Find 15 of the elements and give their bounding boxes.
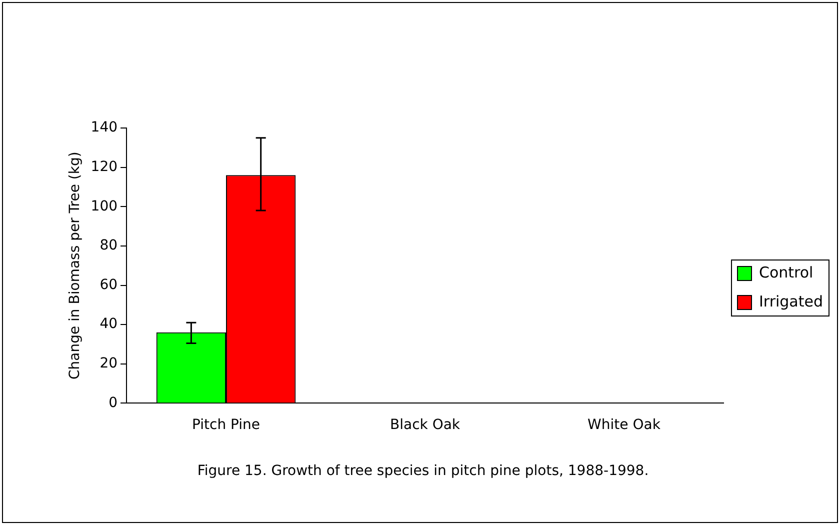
y-tick-label: 20 <box>100 356 118 372</box>
y-tick-label: 100 <box>90 198 118 214</box>
y-tick-label: 60 <box>100 276 118 293</box>
y-axis-title: Change in Biomass per Tree (kg) <box>67 152 84 380</box>
y-tick-label: 40 <box>100 316 118 332</box>
x-tick-label: Black Oak <box>390 417 461 434</box>
legend-label: Irrigated <box>758 292 824 310</box>
y-tick-label: 0 <box>108 394 118 411</box>
text: Figure 15. Growth of tree species in pitch pine plots, 1988-1998. <box>196 462 650 481</box>
y-tick-label: 140 <box>90 120 118 136</box>
x-tick-label: White Oak <box>588 417 662 434</box>
y-tick-label: 80 <box>100 238 118 254</box>
x-tick-label: Pitch Pine <box>192 417 260 434</box>
legend-label: Control <box>758 263 814 282</box>
y-tick-label: 120 <box>90 158 118 175</box>
